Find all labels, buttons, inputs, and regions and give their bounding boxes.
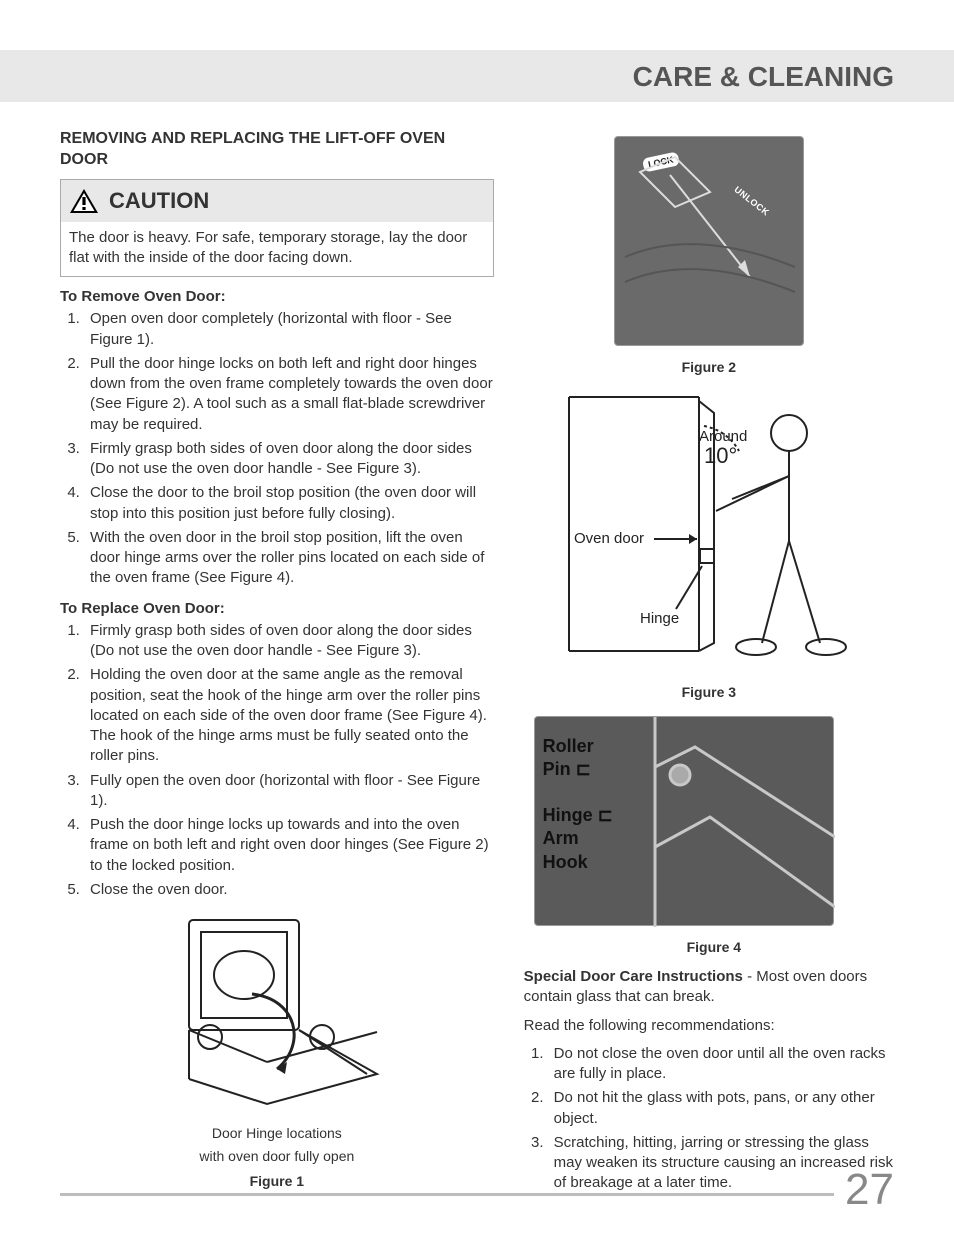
page-number: 27: [845, 1160, 894, 1219]
remove-steps: Open oven door completely (horizontal wi…: [60, 309, 494, 588]
list-item: Firmly grasp both sides of oven door alo…: [84, 621, 494, 662]
fig3-angle: 10°: [704, 443, 737, 468]
figure-1-sub2: with oven door fully open: [60, 1147, 494, 1166]
caution-label: CAUTION: [109, 186, 209, 216]
caution-header: CAUTION: [61, 180, 493, 222]
figure-2-caption: Figure 2: [524, 358, 894, 377]
figure-3: Around 10° Oven door Hinge Figure 3: [524, 391, 894, 702]
header-band: CARE & CLEANING: [0, 50, 954, 102]
special-read: Read the following recommendations:: [524, 1016, 894, 1036]
list-item: Fully open the oven door (horizontal wit…: [84, 771, 494, 812]
list-item: Pull the door hinge locks on both left a…: [84, 354, 494, 435]
special-intro: Special Door Care Instructions - Most ov…: [524, 967, 894, 1008]
special-heading: Special Door Care Instructions: [524, 968, 743, 985]
left-column: REMOVING AND REPLACING THE LIFT-OFF OVEN…: [60, 122, 494, 1204]
caution-body: The door is heavy. For safe, temporary s…: [61, 222, 493, 277]
replace-heading: To Replace Oven Door:: [60, 599, 494, 619]
warning-icon: [69, 188, 99, 214]
list-item: Holding the oven door at the same angle …: [84, 665, 494, 766]
figure-3-art: Around 10° Oven door Hinge: [544, 391, 874, 677]
fig3-hinge: Hinge: [640, 610, 679, 627]
figure-2-image: LOCK UNLOCK: [614, 136, 804, 346]
page-title: CARE & CLEANING: [633, 61, 894, 92]
figure-4-image: Roller Pin ⊏ Hinge ⊏ Arm Hook: [534, 716, 834, 926]
right-column: LOCK UNLOCK Figure 2: [524, 122, 894, 1204]
list-item: Close the oven door.: [84, 880, 494, 900]
list-item: Firmly grasp both sides of oven door alo…: [84, 439, 494, 480]
list-item: Open oven door completely (horizontal wi…: [84, 309, 494, 350]
figure-4-caption: Figure 4: [534, 938, 894, 957]
list-item: Do not close the oven door until all the…: [548, 1044, 894, 1085]
figure-1-caption: Figure 1: [60, 1172, 494, 1191]
list-item: Scratching, hitting, jarring or stressin…: [548, 1133, 894, 1194]
figure-3-caption: Figure 3: [524, 683, 894, 702]
figure-4: Roller Pin ⊏ Hinge ⊏ Arm Hook: [534, 716, 894, 957]
replace-steps: Firmly grasp both sides of oven door alo…: [60, 621, 494, 900]
caution-box: CAUTION The door is heavy. For safe, tem…: [60, 179, 494, 277]
list-item: Push the door hinge locks up towards and…: [84, 815, 494, 876]
figure-1: Door Hinge locations with oven door full…: [60, 914, 494, 1191]
list-item: Close the door to the broil stop positio…: [84, 483, 494, 524]
list-item: With the oven door in the broil stop pos…: [84, 528, 494, 589]
footer-rule: [60, 1193, 834, 1196]
figure-2: LOCK UNLOCK Figure 2: [524, 136, 894, 377]
remove-heading: To Remove Oven Door:: [60, 287, 494, 307]
figure-1-sub1: Door Hinge locations: [60, 1124, 494, 1143]
fig3-door: Oven door: [574, 530, 644, 547]
section-heading: REMOVING AND REPLACING THE LIFT-OFF OVEN…: [60, 128, 494, 171]
special-items: Do not close the oven door until all the…: [524, 1044, 894, 1194]
figure-1-art: [147, 914, 407, 1120]
list-item: Do not hit the glass with pots, pans, or…: [548, 1088, 894, 1129]
